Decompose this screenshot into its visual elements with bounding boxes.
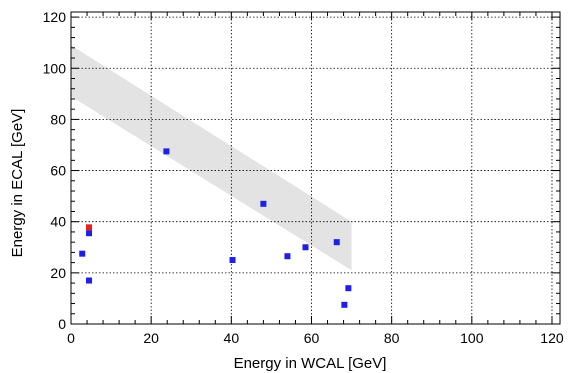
x-tick-label: 20 bbox=[143, 330, 159, 346]
plot-frame-layer bbox=[70, 11, 561, 325]
x-tick-label: 80 bbox=[384, 330, 400, 346]
data-point bbox=[86, 230, 93, 237]
data-point bbox=[86, 224, 93, 231]
plot-frame bbox=[70, 11, 561, 325]
y-tick-label: 40 bbox=[50, 214, 66, 230]
y-tick-label: 0 bbox=[58, 316, 66, 332]
reference-band bbox=[71, 45, 352, 271]
data-point bbox=[333, 239, 340, 246]
y-tick-label: 20 bbox=[50, 265, 66, 281]
data-point bbox=[260, 200, 267, 207]
y-tick-label: 100 bbox=[43, 60, 67, 76]
data-point bbox=[86, 277, 93, 284]
data-points-layer bbox=[79, 148, 352, 308]
x-tick-label: 0 bbox=[67, 330, 75, 346]
y-tick-label: 120 bbox=[43, 9, 67, 25]
reference-band-layer bbox=[71, 45, 352, 271]
grid-layer bbox=[71, 12, 560, 324]
data-point bbox=[284, 253, 291, 260]
data-point bbox=[163, 148, 170, 155]
y-tick-label: 80 bbox=[50, 111, 66, 127]
x-tick-label: 100 bbox=[460, 330, 484, 346]
y-tick-label: 60 bbox=[50, 163, 66, 179]
data-point bbox=[79, 250, 86, 257]
x-tick-label: 120 bbox=[540, 330, 564, 346]
data-point bbox=[302, 244, 309, 251]
x-axis-title: Energy in WCAL [GeV] bbox=[234, 355, 387, 372]
y-axis-title: Energy in ECAL [GeV] bbox=[9, 109, 26, 258]
data-point bbox=[345, 285, 352, 292]
x-tick-label: 40 bbox=[224, 330, 240, 346]
tick-labels-layer: 0 20 40 60 80 100 120 0 20 40 60 80 100 120 bbox=[43, 9, 564, 346]
data-point bbox=[229, 257, 236, 264]
x-tick-label: 60 bbox=[304, 330, 320, 346]
data-point bbox=[341, 301, 348, 308]
